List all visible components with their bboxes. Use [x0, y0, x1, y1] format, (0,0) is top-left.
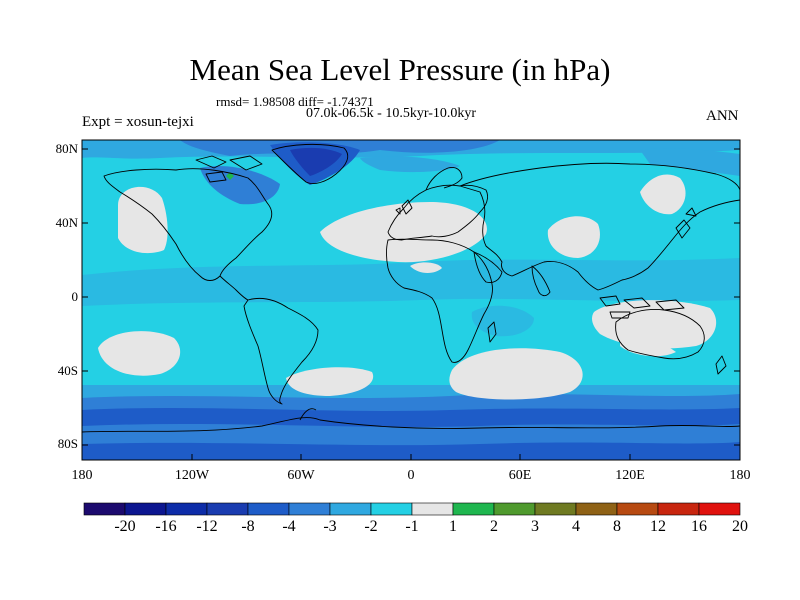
colorbar-label: 16	[691, 518, 707, 535]
coast-antarctic-peninsula	[299, 408, 317, 421]
nearzero-australia-west	[620, 334, 676, 357]
coast-madagascar	[487, 321, 497, 343]
europe-low	[360, 156, 460, 173]
colorbar-label: -2	[364, 518, 378, 535]
experiment-label: Expt = xosun-tejxi	[82, 114, 194, 130]
colorbar-label: -20	[114, 518, 136, 535]
nearzero-north-pacific	[118, 186, 168, 254]
nearzero-south-atlantic	[286, 367, 374, 396]
colorbar-swatch	[165, 502, 208, 516]
coast-australia	[615, 309, 705, 360]
colorbar-swatch	[247, 502, 290, 516]
pos-anomaly-canada	[226, 172, 234, 180]
colorbar-label: -1	[405, 518, 419, 535]
lon-label: 120W	[174, 468, 210, 483]
southern-band-5	[82, 442, 740, 460]
coast-canadian-islands	[195, 155, 263, 183]
coast-scandinavia	[425, 167, 463, 191]
colorbar-swatch	[329, 502, 372, 516]
colorbar-label: 8	[613, 518, 621, 535]
colorbar	[83, 502, 741, 516]
lon-label: 0	[407, 468, 415, 483]
coast-africa	[386, 238, 493, 363]
colorbar-swatch	[657, 502, 700, 516]
lon-label: 180	[729, 468, 751, 483]
coastlines	[82, 143, 740, 433]
lat-label: 40S	[57, 363, 78, 378]
nearzero-siberia	[640, 174, 686, 215]
colorbar-swatch	[370, 502, 413, 516]
colorbar-swatch	[206, 502, 249, 516]
nearzero-north-atlantic	[320, 202, 487, 263]
colorbar-swatch	[288, 502, 331, 516]
coast-japan	[675, 207, 697, 239]
colorbar-label: 1	[449, 518, 457, 535]
colorbar-swatch	[534, 502, 577, 516]
lon-ticks	[81, 454, 741, 460]
lon-label: 120E	[615, 468, 645, 483]
lat-label: 40N	[55, 215, 78, 230]
nearzero-africa-small	[410, 262, 442, 273]
colorbar-swatch	[575, 502, 618, 516]
lat-label: 80S	[57, 436, 78, 451]
colorbar-label: -16	[155, 518, 177, 535]
coast-british-isles	[395, 199, 413, 215]
coast-indonesia	[599, 295, 685, 319]
coast-india	[531, 265, 551, 297]
lat-label: 0	[71, 289, 79, 304]
colorbar-label: -3	[323, 518, 337, 535]
stats-text: rmsd= 1.98508 diff= -1.74371	[216, 94, 374, 109]
coast-north-america	[103, 168, 273, 281]
coast-europe	[387, 184, 489, 241]
lon-label: 60W	[287, 468, 315, 483]
colorbar-label: -8	[241, 518, 255, 535]
coast-antarctica	[82, 417, 740, 433]
season-label: ANN	[706, 108, 739, 124]
colorbar-swatch	[124, 502, 167, 516]
nearzero-asia	[547, 216, 600, 258]
lon-label: 180	[71, 468, 93, 483]
period-label: 07.0k-06.5k - 10.5kyr-10.0kyr	[306, 106, 477, 121]
chart-title: Mean Sea Level Pressure (in hPa)	[189, 52, 611, 87]
colorbar-label: -4	[282, 518, 296, 535]
colorbar-swatch	[83, 502, 126, 516]
map-panel	[82, 140, 740, 460]
lat-label: 80N	[55, 141, 78, 156]
lon-label: 60E	[508, 468, 532, 483]
pacific-low	[640, 148, 740, 176]
lat-ticks	[82, 148, 740, 446]
coast-south-america	[243, 297, 319, 405]
colorbar-label: 20	[732, 518, 748, 535]
greenland-core	[290, 147, 342, 176]
colorbar-label: 4	[572, 518, 580, 535]
colorbar-swatch	[493, 502, 536, 516]
colorbar-swatch	[411, 502, 454, 516]
colorbar-swatch	[698, 502, 741, 516]
nearzero-east-pacific	[471, 305, 534, 337]
coast-asia	[459, 162, 740, 291]
canada-low	[200, 165, 280, 205]
nearzero-south-pacific	[98, 331, 181, 376]
colorbar-label: 2	[490, 518, 498, 535]
coast-central-america	[219, 275, 249, 301]
colorbar-label: 12	[650, 518, 666, 535]
coast-greenland	[271, 143, 349, 185]
nearzero-indian-ocean	[449, 348, 583, 400]
coast-arabia	[473, 251, 503, 283]
colorbar-swatch	[452, 502, 495, 516]
colorbar-label: -12	[196, 518, 218, 535]
coast-new-zealand	[715, 355, 727, 375]
colorbar-swatch	[616, 502, 659, 516]
colorbar-label: 3	[531, 518, 539, 535]
